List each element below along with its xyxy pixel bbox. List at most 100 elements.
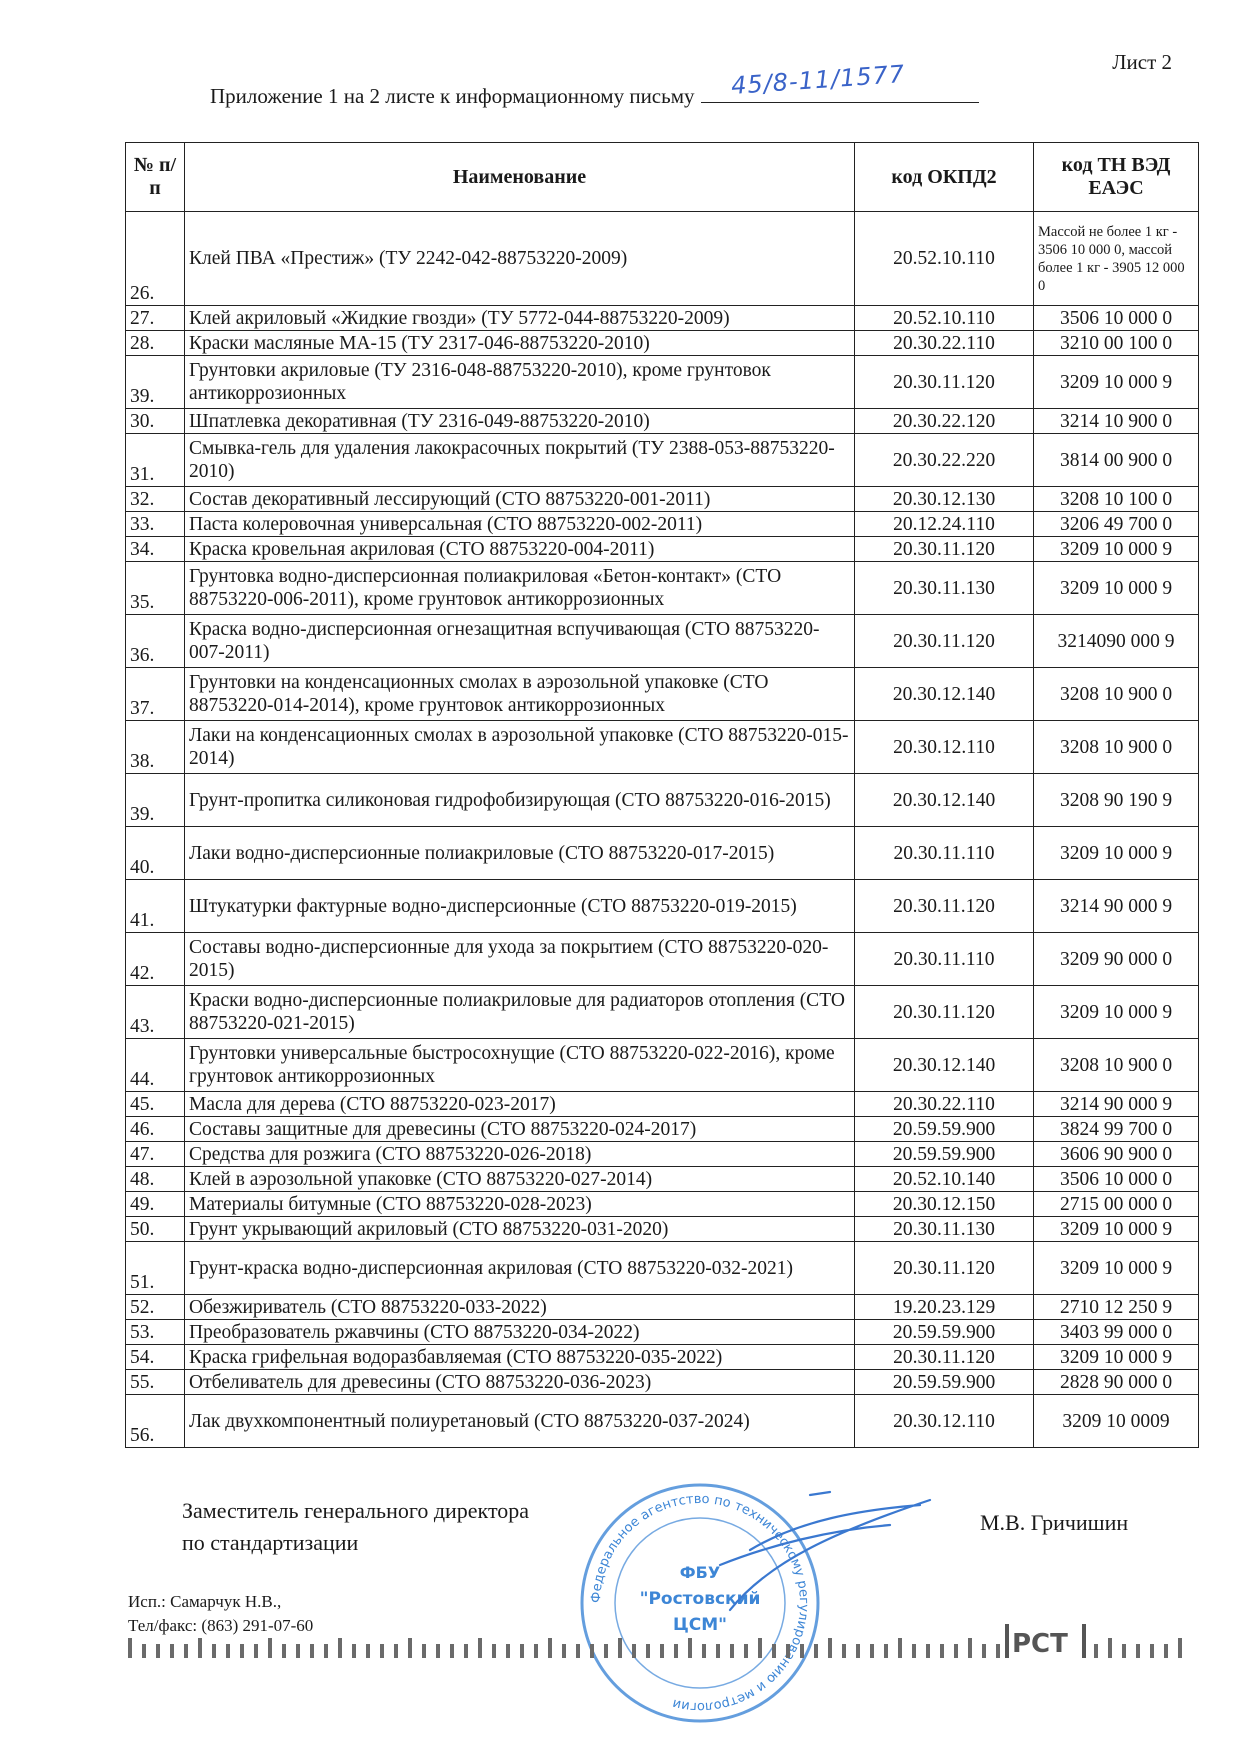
footer-bar bbox=[744, 1644, 748, 1658]
footer-bar bbox=[184, 1644, 188, 1658]
footer-bar bbox=[394, 1644, 398, 1658]
footer-bar bbox=[618, 1638, 622, 1658]
cell-name: Обезжириватель (СТО 88753220-033-2022) bbox=[184, 1294, 855, 1320]
footer-bar bbox=[142, 1644, 146, 1658]
footer-bar bbox=[128, 1638, 132, 1658]
cell-num: 41. bbox=[125, 879, 185, 933]
cell-name: Грунт-краска водно-дисперсионная акрилов… bbox=[184, 1241, 855, 1295]
cell-okpd2: 20.30.12.140 bbox=[854, 1038, 1034, 1092]
footer-bar bbox=[800, 1644, 804, 1658]
footer-bar bbox=[842, 1644, 846, 1658]
cell-num: 40. bbox=[125, 826, 185, 880]
cell-name: Краска кровельная акриловая (СТО 8875322… bbox=[184, 536, 855, 562]
cell-tnved: 3210 00 100 0 bbox=[1033, 330, 1199, 356]
rst-logo: РСТ bbox=[1012, 1629, 1068, 1659]
cell-name: Клей в аэрозольной упаковке (СТО 8875322… bbox=[184, 1166, 855, 1192]
footer-bar bbox=[520, 1644, 524, 1658]
table-row: 41. Штукатурки фактурные водно-дисперсион… bbox=[125, 879, 1199, 933]
cell-num: 47. bbox=[125, 1141, 185, 1167]
cell-tnved: 3209 10 000 9 bbox=[1033, 1344, 1199, 1370]
table-row: 46. Составы защитные для древесины (СТО 8… bbox=[125, 1116, 1199, 1142]
table-row: 38. Лаки на конденсационных смолах в аэро… bbox=[125, 720, 1199, 774]
cell-okpd2: 20.30.22.120 bbox=[854, 408, 1034, 434]
stamp-center-line3: ЦСМ" bbox=[673, 1615, 727, 1635]
rst-logo-bar bbox=[1082, 1624, 1086, 1658]
footer-bar bbox=[212, 1644, 216, 1658]
executor-phone: Тел/факс: (863) 291-07-60 bbox=[128, 1616, 314, 1635]
footer-bar bbox=[954, 1644, 958, 1658]
cell-okpd2: 20.30.11.110 bbox=[854, 932, 1034, 986]
cell-num: 34. bbox=[125, 536, 185, 562]
signer-position-line1: Заместитель генерального директора bbox=[182, 1498, 530, 1523]
footer-bar bbox=[492, 1644, 496, 1658]
footer-bar bbox=[226, 1644, 230, 1658]
footer-bar bbox=[814, 1644, 818, 1658]
cell-num: 56. bbox=[125, 1394, 185, 1448]
footer-bar bbox=[926, 1644, 930, 1658]
footer-bar bbox=[912, 1644, 916, 1658]
cell-num: 39. bbox=[125, 773, 185, 827]
cell-num: 31. bbox=[125, 433, 185, 487]
cell-okpd2: 20.59.59.900 bbox=[854, 1116, 1034, 1142]
cell-tnved: 3209 10 000 9 bbox=[1033, 561, 1199, 615]
cell-num: 35. bbox=[125, 561, 185, 615]
footer-bar bbox=[674, 1644, 678, 1658]
cell-okpd2: 20.52.10.110 bbox=[854, 211, 1034, 306]
cell-okpd2: 20.30.11.130 bbox=[854, 1216, 1034, 1242]
cell-name: Материалы битумные (СТО 88753220-028-202… bbox=[184, 1191, 855, 1217]
footer-bar bbox=[828, 1638, 832, 1658]
appendix-heading: Приложение 1 на 2 листе к информационном… bbox=[210, 60, 979, 109]
cell-name: Грунтовки акриловые (ТУ 2316-048-8875322… bbox=[184, 355, 855, 409]
footer-bar bbox=[940, 1644, 944, 1658]
stamp-center-line2: "Ростовский bbox=[640, 1589, 761, 1609]
table-row: 40. Лаки водно-дисперсионные полиакриловы… bbox=[125, 826, 1199, 880]
footer-bar bbox=[338, 1638, 342, 1658]
footer-bar bbox=[660, 1644, 664, 1658]
footer-bar bbox=[982, 1644, 986, 1658]
footer-bar bbox=[1122, 1644, 1126, 1658]
footer-bar bbox=[1178, 1638, 1182, 1658]
cell-tnved: Массой не более 1 кг - 3506 10 000 0, ма… bbox=[1033, 211, 1199, 306]
table-row: 30. Шпатлевка декоративная (ТУ 2316-049-8… bbox=[125, 408, 1199, 434]
cell-okpd2: 20.30.11.120 bbox=[854, 1344, 1034, 1370]
footer-bar bbox=[464, 1644, 468, 1658]
footer-bar bbox=[758, 1638, 762, 1658]
cell-tnved: 3214 10 900 0 bbox=[1033, 408, 1199, 434]
cell-name: Краска водно-дисперсионная огнезащитная … bbox=[184, 614, 855, 668]
footer-bar bbox=[254, 1644, 258, 1658]
footer-bar bbox=[422, 1644, 426, 1658]
cell-tnved: 3214 90 000 9 bbox=[1033, 879, 1199, 933]
cell-okpd2: 20.59.59.900 bbox=[854, 1319, 1034, 1345]
footer-bar bbox=[702, 1644, 706, 1658]
cell-tnved: 2715 00 000 0 bbox=[1033, 1191, 1199, 1217]
executor-name: Исп.: Самарчук Н.В., bbox=[128, 1592, 282, 1611]
table-row: 53. Преобразователь ржавчины (СТО 8875322… bbox=[125, 1319, 1199, 1345]
cell-tnved: 3209 10 000 9 bbox=[1033, 355, 1199, 409]
cell-num: 53. bbox=[125, 1319, 185, 1345]
cell-okpd2: 20.30.11.120 bbox=[854, 1241, 1034, 1295]
cell-num: 38. bbox=[125, 720, 185, 774]
cell-num: 52. bbox=[125, 1294, 185, 1320]
cell-name: Масла для дерева (СТО 88753220-023-2017) bbox=[184, 1091, 855, 1117]
cell-tnved: 3214090 000 9 bbox=[1033, 614, 1199, 668]
cell-okpd2: 20.59.59.900 bbox=[854, 1369, 1034, 1395]
footer-bar bbox=[996, 1644, 1000, 1658]
cell-tnved: 3208 90 190 9 bbox=[1033, 773, 1199, 827]
footer-bar bbox=[506, 1644, 510, 1658]
cell-name: Краска грифельная водоразбавляемая (СТО … bbox=[184, 1344, 855, 1370]
table-row: 44. Грунтовки универсальные быстросохнущи… bbox=[125, 1038, 1199, 1092]
table-row: 51. Грунт-краска водно-дисперсионная акри… bbox=[125, 1241, 1199, 1295]
footer-bar bbox=[380, 1644, 384, 1658]
cell-num: 50. bbox=[125, 1216, 185, 1242]
cell-okpd2: 20.30.22.110 bbox=[854, 1091, 1034, 1117]
cell-name: Составы водно-дисперсионные для ухода за… bbox=[184, 932, 855, 986]
footer-bar bbox=[352, 1644, 356, 1658]
stamp-center-line1: ФБУ bbox=[680, 1563, 720, 1582]
cell-num: 44. bbox=[125, 1038, 185, 1092]
footer-bar bbox=[310, 1644, 314, 1658]
cell-okpd2: 20.30.11.120 bbox=[854, 879, 1034, 933]
footer-bar bbox=[646, 1644, 650, 1658]
footer-bar bbox=[884, 1644, 888, 1658]
cell-name: Грунтовка водно-дисперсионная полиакрило… bbox=[184, 561, 855, 615]
cell-tnved: 3206 49 700 0 bbox=[1033, 511, 1199, 537]
